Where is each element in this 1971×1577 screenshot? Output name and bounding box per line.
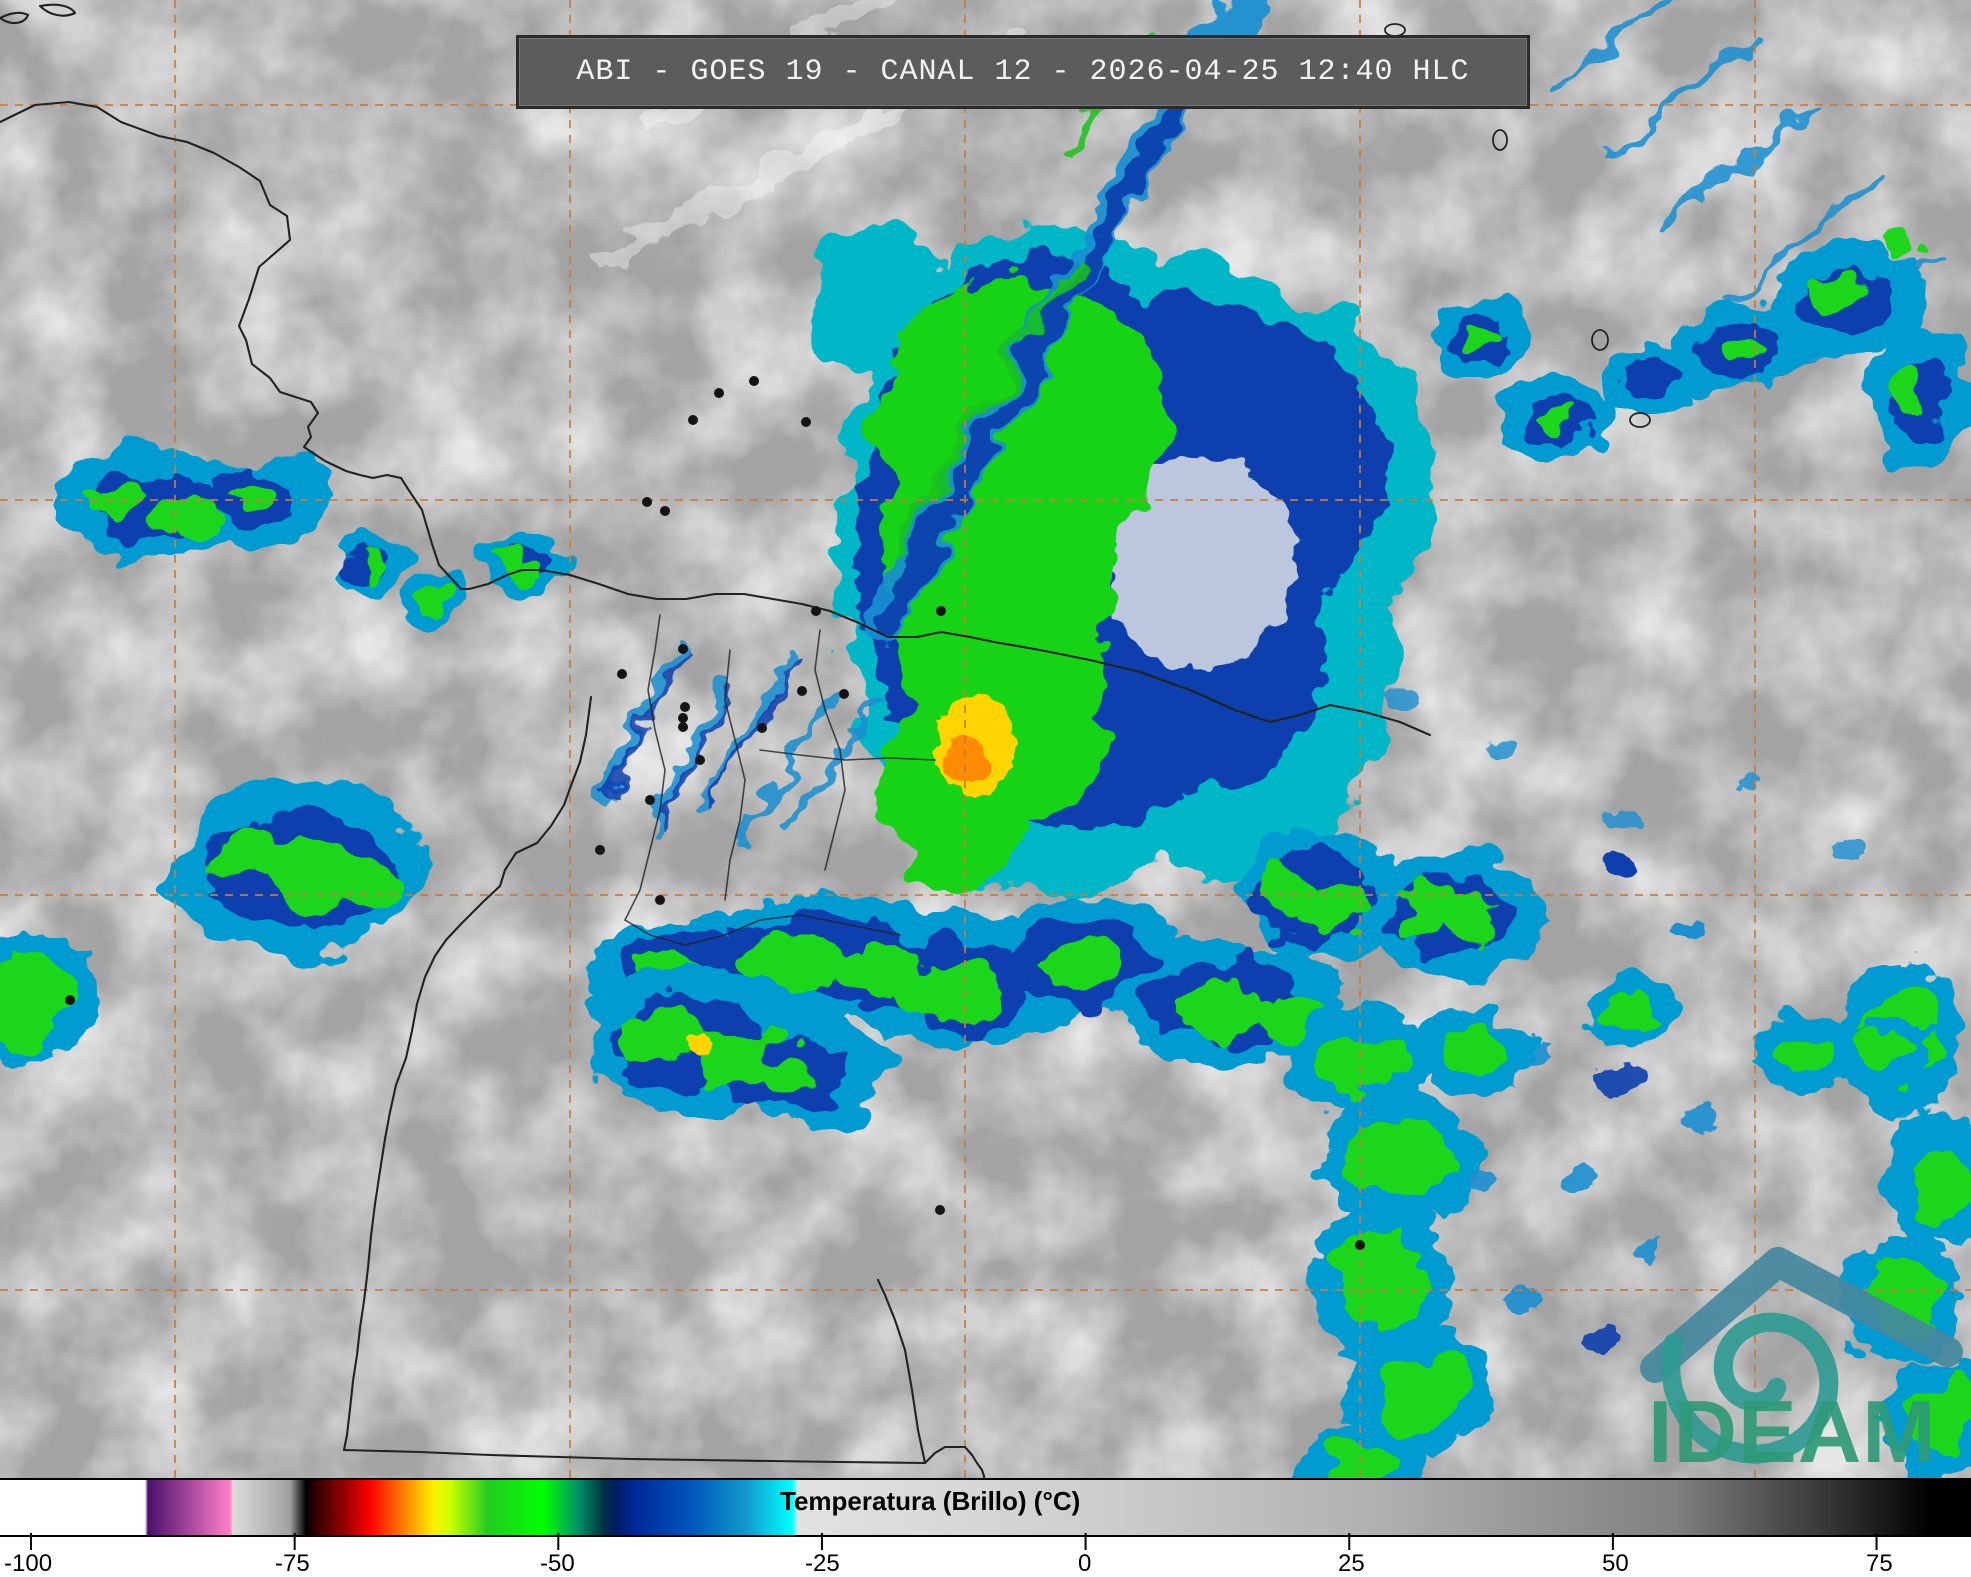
- svg-text:IDEAM: IDEAM: [1648, 1382, 1937, 1481]
